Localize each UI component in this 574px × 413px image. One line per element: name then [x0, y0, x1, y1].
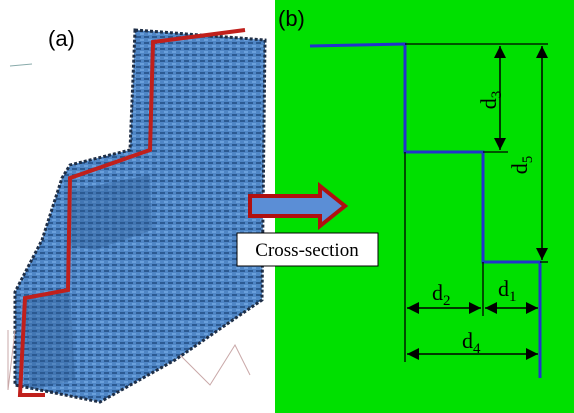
dimension-index: 2 — [443, 293, 451, 309]
figure: (a) (b) d3 d5 d2 d1 d4 Cross-section — [0, 0, 574, 413]
dimension-index: 5 — [520, 156, 536, 164]
dimension-letter: d — [476, 98, 501, 109]
dimension-index: 4 — [473, 341, 481, 357]
dimension-index: 3 — [489, 91, 505, 99]
dimension-index: 1 — [509, 289, 517, 305]
panel-label: (a) — [48, 26, 75, 51]
dimension-letter: d — [507, 163, 532, 174]
dimension-letter: d — [432, 280, 443, 305]
arrow-label: Cross-section — [255, 240, 359, 261]
dimension-letter: d — [498, 276, 509, 301]
dimension-letter: d — [462, 328, 473, 353]
point-cloud — [8, 30, 265, 402]
panel-label: (b) — [278, 6, 305, 31]
